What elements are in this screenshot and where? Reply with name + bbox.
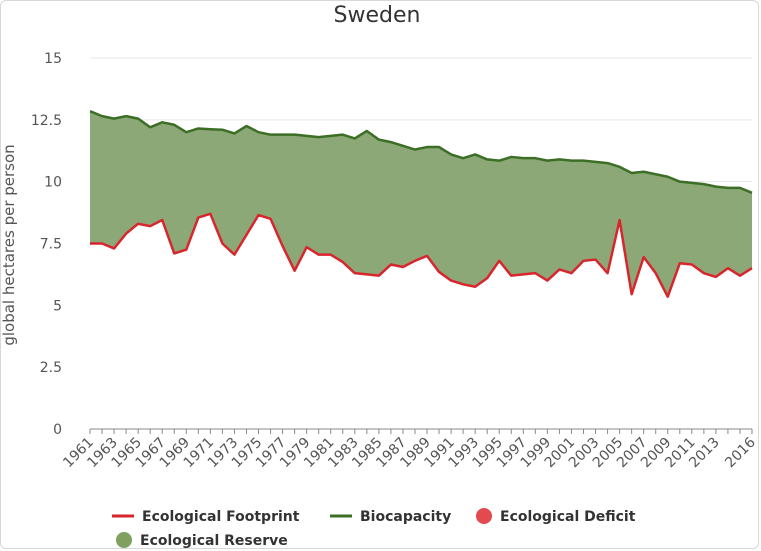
y-tick-label: 5 (53, 298, 62, 314)
x-tick-label: 2016 (722, 434, 759, 471)
x-axis (89, 428, 753, 434)
legend-label: Biocapacity (360, 509, 451, 525)
y-tick-label: 15 (44, 51, 62, 67)
x-tick-labels: 1961196319651967196919711973197519771979… (60, 434, 759, 471)
y-tick-label: 10 (44, 175, 62, 191)
legend-label: Ecological Reserve (140, 533, 288, 549)
y-tick-label: 2.5 (40, 360, 62, 376)
legend-item: Biocapacity (330, 509, 451, 525)
footprint-base-area (90, 213, 752, 429)
legend: Ecological Footprint Biocapacity Ecologica… (112, 508, 636, 549)
legend-item: Ecological Deficit (476, 508, 636, 525)
chart-areas (90, 111, 752, 429)
legend-label: Ecological Footprint (142, 509, 300, 525)
chart-lines (89, 110, 753, 298)
y-axis-label: global hectares per person (0, 144, 18, 345)
chart-title: Sweden (334, 3, 421, 28)
legend-label: Ecological Deficit (500, 509, 636, 525)
ecological-reserve-area (90, 111, 752, 297)
ecological-footprint-line (90, 212, 753, 298)
y-tick-label: 0 (53, 422, 62, 438)
y-tick-label: 7.5 (40, 237, 62, 253)
legend-item: Ecological Reserve (116, 532, 288, 549)
legend-circle-symbol (476, 508, 492, 524)
legend-circle-symbol (116, 532, 132, 548)
biocapacity-line (89, 110, 753, 194)
y-tick-label: 12.5 (31, 113, 62, 129)
y-tick-labels: 0 2.5 5 7.5 10 12.5 15 (31, 51, 62, 438)
legend-item: Ecological Footprint (112, 509, 300, 525)
